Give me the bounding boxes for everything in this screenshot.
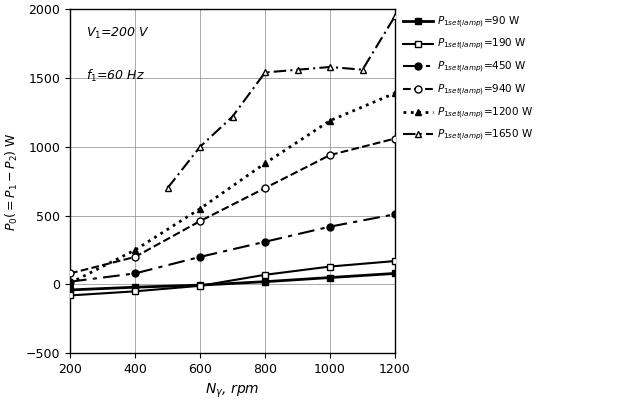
Legend: $P_{1set(lamp)}$=90 W, $P_{1set(lamp)}$=190 W, $P_{1set(lamp)}$=450 W, $P_{1set(: $P_{1set(lamp)}$=90 W, $P_{1set(lamp)}$=… <box>403 15 533 143</box>
Y-axis label: $P_0(=P_1-P_2)$ W: $P_0(=P_1-P_2)$ W <box>4 132 20 231</box>
Text: $f_1$=60 Hz: $f_1$=60 Hz <box>87 67 145 84</box>
Text: $V_1$=200 V: $V_1$=200 V <box>87 26 150 42</box>
X-axis label: $N_{\gamma}$, rpm: $N_{\gamma}$, rpm <box>205 381 260 400</box>
